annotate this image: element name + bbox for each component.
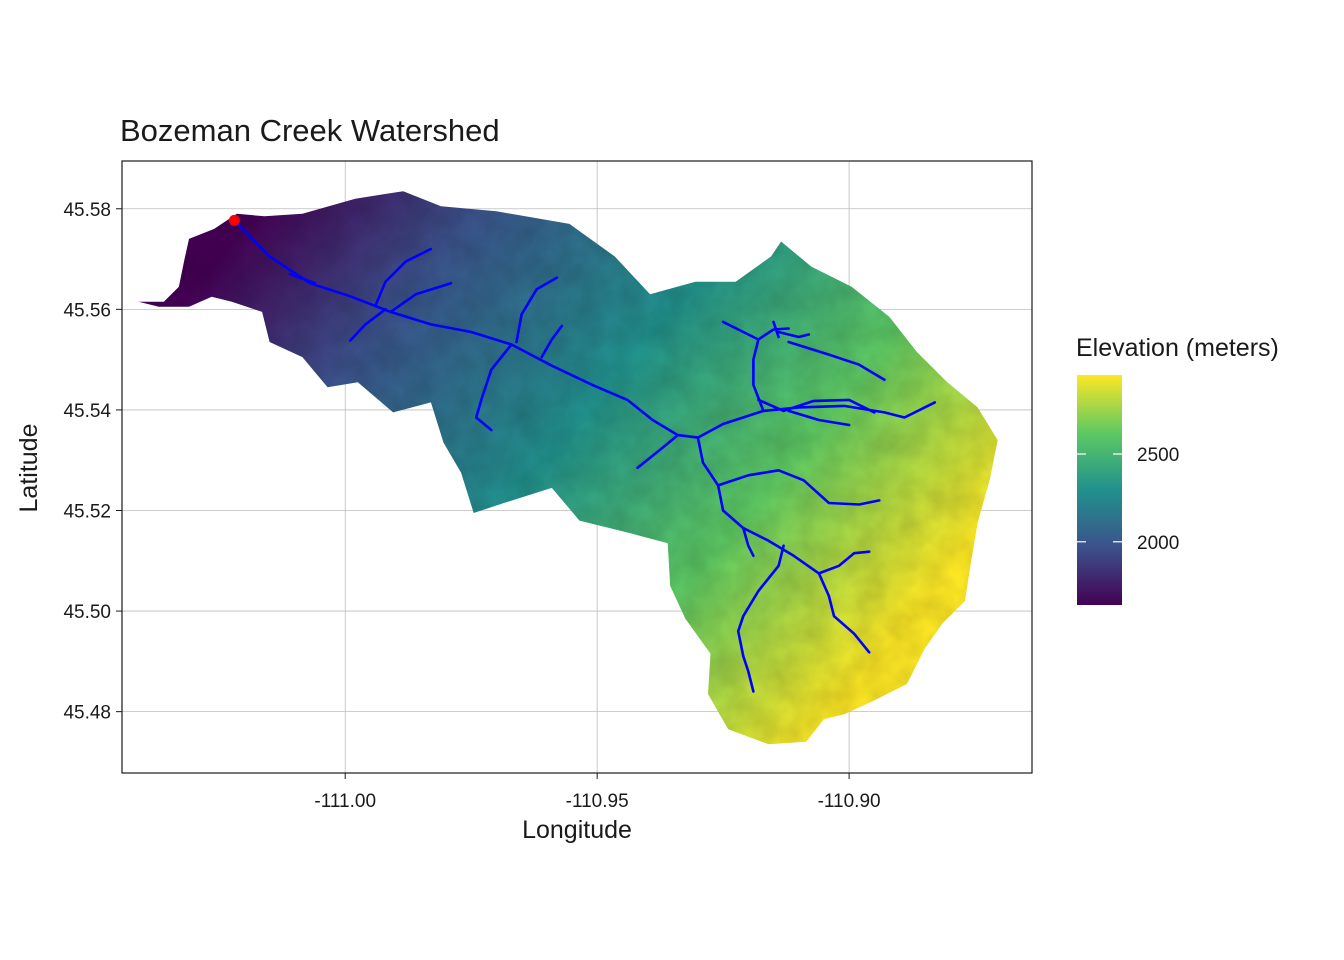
stream-line bbox=[349, 308, 387, 342]
stream-line bbox=[696, 436, 871, 575]
stream-line bbox=[389, 281, 453, 314]
stream-line bbox=[772, 320, 780, 339]
stream-line bbox=[787, 340, 886, 382]
x-tick-label: -111.00 bbox=[314, 791, 376, 812]
legend-tick-label: 2500 bbox=[1137, 445, 1179, 466]
legend-title: Elevation (meters) bbox=[1076, 334, 1279, 362]
x-axis-label: Longitude bbox=[522, 816, 632, 844]
elevation-legend: Elevation (meters) 2000 2500 bbox=[1076, 334, 1279, 605]
stream-network bbox=[233, 219, 937, 693]
stream-line bbox=[474, 343, 513, 432]
stream-line bbox=[540, 324, 564, 359]
legend-ticks: 2000 2500 bbox=[1077, 445, 1179, 554]
stream-line bbox=[736, 544, 785, 693]
stream-line bbox=[777, 330, 811, 339]
stream-line bbox=[721, 320, 760, 341]
x-tick-label: -110.95 bbox=[566, 791, 629, 812]
outlet-point bbox=[228, 214, 240, 226]
stream-line bbox=[757, 398, 876, 414]
x-axis-ticks: -111.00 -110.95 -110.90 bbox=[314, 773, 881, 812]
stream-line bbox=[233, 219, 700, 439]
stream-line bbox=[515, 276, 559, 344]
y-tick-label: 45.56 bbox=[63, 300, 111, 321]
y-axis-ticks: 45.48 45.50 45.52 45.54 45.56 45.58 bbox=[63, 200, 122, 724]
x-tick-label: -110.90 bbox=[818, 791, 881, 812]
y-tick-label: 45.54 bbox=[63, 401, 111, 422]
legend-colorbar bbox=[1077, 375, 1122, 605]
stream-line bbox=[787, 409, 851, 427]
y-tick-label: 45.58 bbox=[63, 200, 111, 221]
y-axis-label: Latitude bbox=[15, 424, 43, 513]
panel-border bbox=[121, 160, 1033, 774]
stream-line bbox=[817, 572, 871, 654]
stream-line bbox=[636, 433, 680, 470]
stream-line bbox=[374, 247, 433, 308]
y-tick-label: 45.52 bbox=[63, 501, 111, 522]
y-tick-label: 45.48 bbox=[63, 703, 111, 724]
y-tick-label: 45.50 bbox=[63, 602, 111, 623]
chart-title: Bozeman Creek Watershed bbox=[120, 113, 500, 148]
stream-line bbox=[696, 401, 937, 439]
stream-line bbox=[288, 272, 317, 285]
stream-line bbox=[742, 526, 755, 558]
stream-line bbox=[716, 469, 881, 506]
legend-tick-label: 2000 bbox=[1137, 533, 1179, 554]
